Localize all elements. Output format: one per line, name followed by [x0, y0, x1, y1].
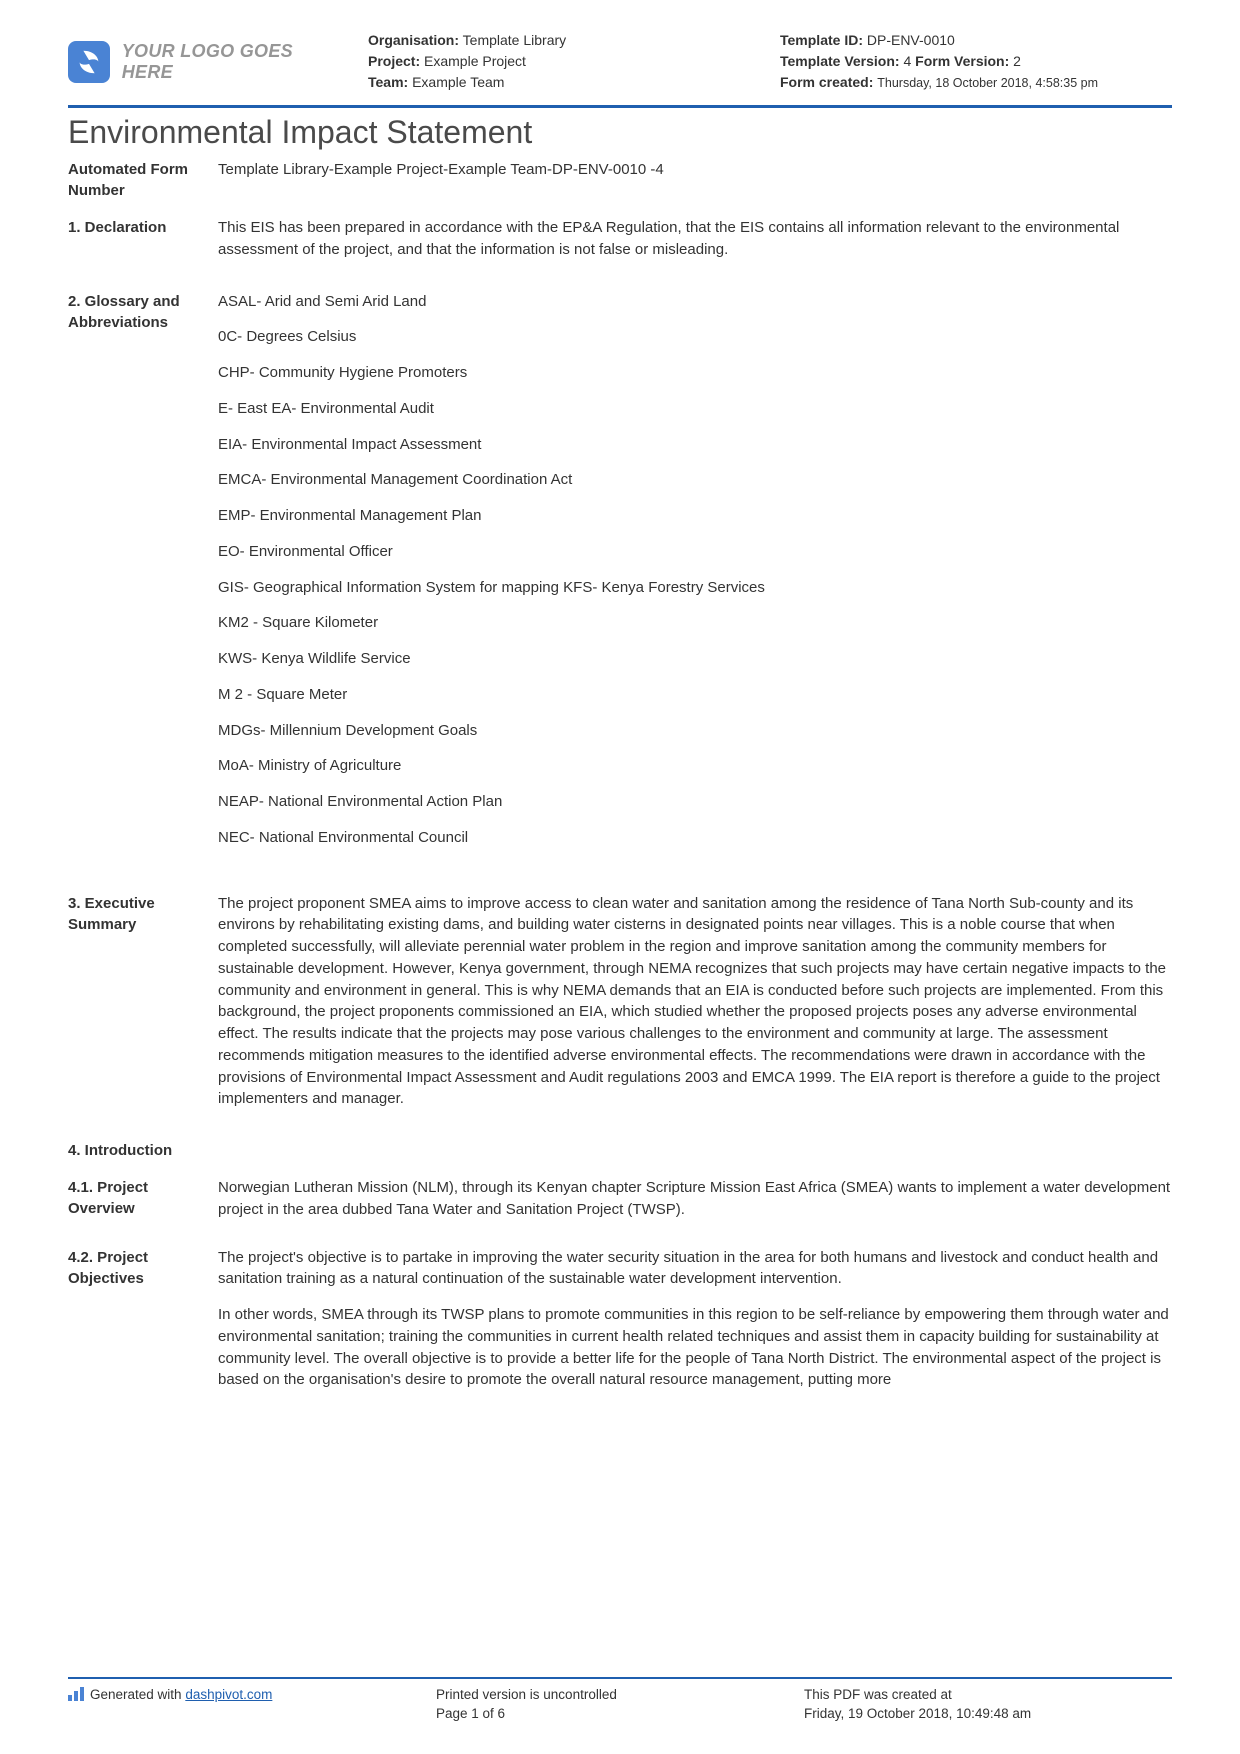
- glossary-item: EO- Environmental Officer: [218, 541, 1172, 563]
- footer-col-created: This PDF was created at Friday, 19 Octob…: [804, 1685, 1172, 1724]
- glossary-item: M 2 - Square Meter: [218, 684, 1172, 706]
- row-project-objectives: 4.2. Project Objectives The project's ob…: [68, 1247, 1172, 1406]
- row-introduction: 4. Introduction: [68, 1140, 1172, 1161]
- glossary-item: KM2 - Square Kilometer: [218, 612, 1172, 634]
- glossary-item: CHP- Community Hygiene Promoters: [218, 362, 1172, 384]
- glossary-item: ASAL- Arid and Semi Arid Land: [218, 291, 1172, 313]
- introduction-label: 4. Introduction: [68, 1140, 202, 1161]
- footer-col-generated: Generated with dashpivot.com: [68, 1685, 436, 1724]
- glossary-item: KWS- Kenya Wildlife Service: [218, 648, 1172, 670]
- team-label: Team:: [368, 74, 408, 90]
- form-version-label: Form Version:: [915, 53, 1009, 69]
- footer-col-page: Printed version is uncontrolled Page 1 o…: [436, 1685, 804, 1724]
- exec-summary-label: 3. Executive Summary: [68, 893, 202, 1111]
- template-version-value: 4: [903, 53, 911, 69]
- glossary-item: EMP- Environmental Management Plan: [218, 505, 1172, 527]
- pdf-created-value: Friday, 19 October 2018, 10:49:48 am: [804, 1704, 1172, 1724]
- project-objectives-p2: In other words, SMEA through its TWSP pl…: [218, 1304, 1172, 1391]
- project-objectives-p1: The project's objective is to partake in…: [218, 1247, 1172, 1291]
- glossary-item: E- East EA- Environmental Audit: [218, 398, 1172, 420]
- form-created-label: Form created:: [780, 74, 873, 90]
- footer-row: Generated with dashpivot.com Printed ver…: [68, 1685, 1172, 1724]
- form-number-value: Template Library-Example Project-Example…: [218, 159, 1172, 201]
- header-rule: [68, 105, 1172, 108]
- glossary-item: NEC- National Environmental Council: [218, 827, 1172, 849]
- project-overview-label: 4.1. Project Overview: [68, 1177, 202, 1221]
- glossary-item: GIS- Geographical Information System for…: [218, 577, 1172, 599]
- row-form-number: Automated Form Number Template Library-E…: [68, 159, 1172, 201]
- exec-summary-text: The project proponent SMEA aims to impro…: [218, 893, 1172, 1111]
- footer-rule: [68, 1677, 1172, 1679]
- template-id-value: DP-ENV-0010: [867, 32, 955, 48]
- template-id-label: Template ID:: [780, 32, 863, 48]
- project-objectives-label: 4.2. Project Objectives: [68, 1247, 202, 1406]
- pdf-created-label: This PDF was created at: [804, 1685, 1172, 1705]
- introduction-body: [218, 1140, 1172, 1161]
- page-title: Environmental Impact Statement: [68, 114, 1172, 151]
- glossary-item: EIA- Environmental Impact Assessment: [218, 434, 1172, 456]
- project-objectives-body: The project's objective is to partake in…: [218, 1247, 1172, 1406]
- project-overview-text: Norwegian Lutheran Mission (NLM), throug…: [218, 1177, 1172, 1221]
- form-created-value: Thursday, 18 October 2018, 4:58:35 pm: [877, 76, 1098, 90]
- declaration-text: This EIS has been prepared in accordance…: [218, 217, 1172, 261]
- project-value: Example Project: [424, 53, 526, 69]
- team-value: Example Team: [412, 74, 504, 90]
- meta-col-2: Template ID: DP-ENV-0010 Template Versio…: [780, 30, 1172, 93]
- project-label: Project:: [368, 53, 420, 69]
- glossary-label: 2. Glossary and Abbreviations: [68, 291, 202, 863]
- dashpivot-link[interactable]: dashpivot.com: [185, 1687, 272, 1702]
- uncontrolled-text: Printed version is uncontrolled: [436, 1685, 804, 1705]
- logo-text: YOUR LOGO GOES HERE: [122, 41, 348, 83]
- template-version-label: Template Version:: [780, 53, 900, 69]
- bars-icon: [68, 1687, 84, 1701]
- document-page: YOUR LOGO GOES HERE Organisation: Templa…: [0, 0, 1240, 1405]
- generated-prefix: Generated with: [90, 1687, 185, 1702]
- glossary-item: MDGs- Millennium Development Goals: [218, 720, 1172, 742]
- org-label: Organisation:: [368, 32, 459, 48]
- row-exec-summary: 3. Executive Summary The project propone…: [68, 893, 1172, 1111]
- footer: Generated with dashpivot.com Printed ver…: [68, 1677, 1172, 1724]
- form-version-value: 2: [1013, 53, 1021, 69]
- logo-block: YOUR LOGO GOES HERE: [68, 30, 348, 93]
- glossary-item: 0C- Degrees Celsius: [218, 326, 1172, 348]
- meta-col-1: Organisation: Template Library Project: …: [368, 30, 760, 93]
- form-number-label: Automated Form Number: [68, 159, 202, 201]
- row-declaration: 1. Declaration This EIS has been prepare…: [68, 217, 1172, 261]
- header: YOUR LOGO GOES HERE Organisation: Templa…: [68, 30, 1172, 103]
- glossary-item: EMCA- Environmental Management Coordinat…: [218, 469, 1172, 491]
- declaration-label: 1. Declaration: [68, 217, 202, 261]
- glossary-body: ASAL- Arid and Semi Arid Land 0C- Degrees…: [218, 291, 1172, 863]
- page-number: Page 1 of 6: [436, 1704, 804, 1724]
- logo-icon: [68, 41, 110, 83]
- glossary-item: NEAP- National Environmental Action Plan: [218, 791, 1172, 813]
- glossary-item: MoA- Ministry of Agriculture: [218, 755, 1172, 777]
- org-value: Template Library: [463, 32, 567, 48]
- row-project-overview: 4.1. Project Overview Norwegian Lutheran…: [68, 1177, 1172, 1221]
- row-glossary: 2. Glossary and Abbreviations ASAL- Arid…: [68, 291, 1172, 863]
